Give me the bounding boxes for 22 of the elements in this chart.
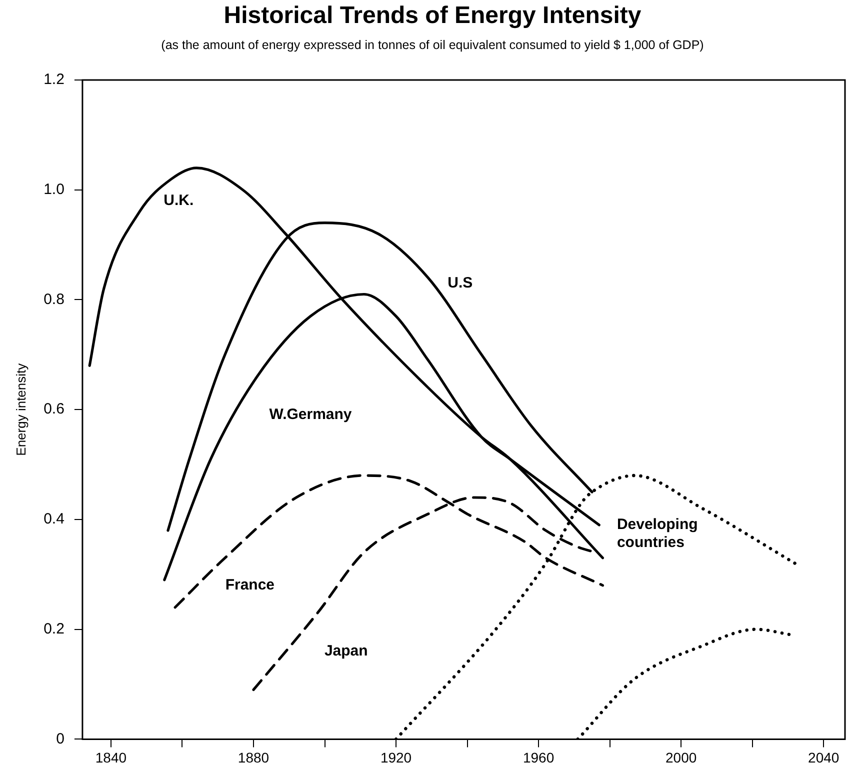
chart-title: Historical Trends of Energy Intensity <box>222 2 642 30</box>
y-tick-label: 0.8 <box>44 290 64 308</box>
series-label: U.K. <box>164 192 194 209</box>
x-tick-label: 1920 <box>380 749 412 766</box>
y-tick-label: 0.2 <box>44 620 64 638</box>
series-label: Japan <box>324 642 368 660</box>
y-tick-label: 0.4 <box>44 510 64 528</box>
y-tick-label: 1.2 <box>44 71 64 88</box>
x-tick-label: 2000 <box>666 749 697 766</box>
series-label: Developing countries <box>616 516 698 552</box>
x-tick-label: 1960 <box>522 749 554 766</box>
series-label: W.Germany <box>269 406 352 424</box>
y-tick-label: 0 <box>56 730 64 748</box>
y-tick-label: 0.6 <box>44 400 64 418</box>
x-tick-label: 2040 <box>808 749 840 766</box>
y-axis-title: Energy intensity <box>13 362 28 456</box>
y-tick-label: 1.0 <box>44 181 64 198</box>
series-label: France <box>225 576 275 594</box>
x-tick-label: 1840 <box>95 749 127 766</box>
chart-subtitle: (as the amount of energy expressed in tonnes of oil equivalent consumed to yield $ 1,000 of GDP) <box>160 38 705 52</box>
series-label: U.S <box>448 274 473 292</box>
x-tick-label: 1880 <box>238 749 270 766</box>
